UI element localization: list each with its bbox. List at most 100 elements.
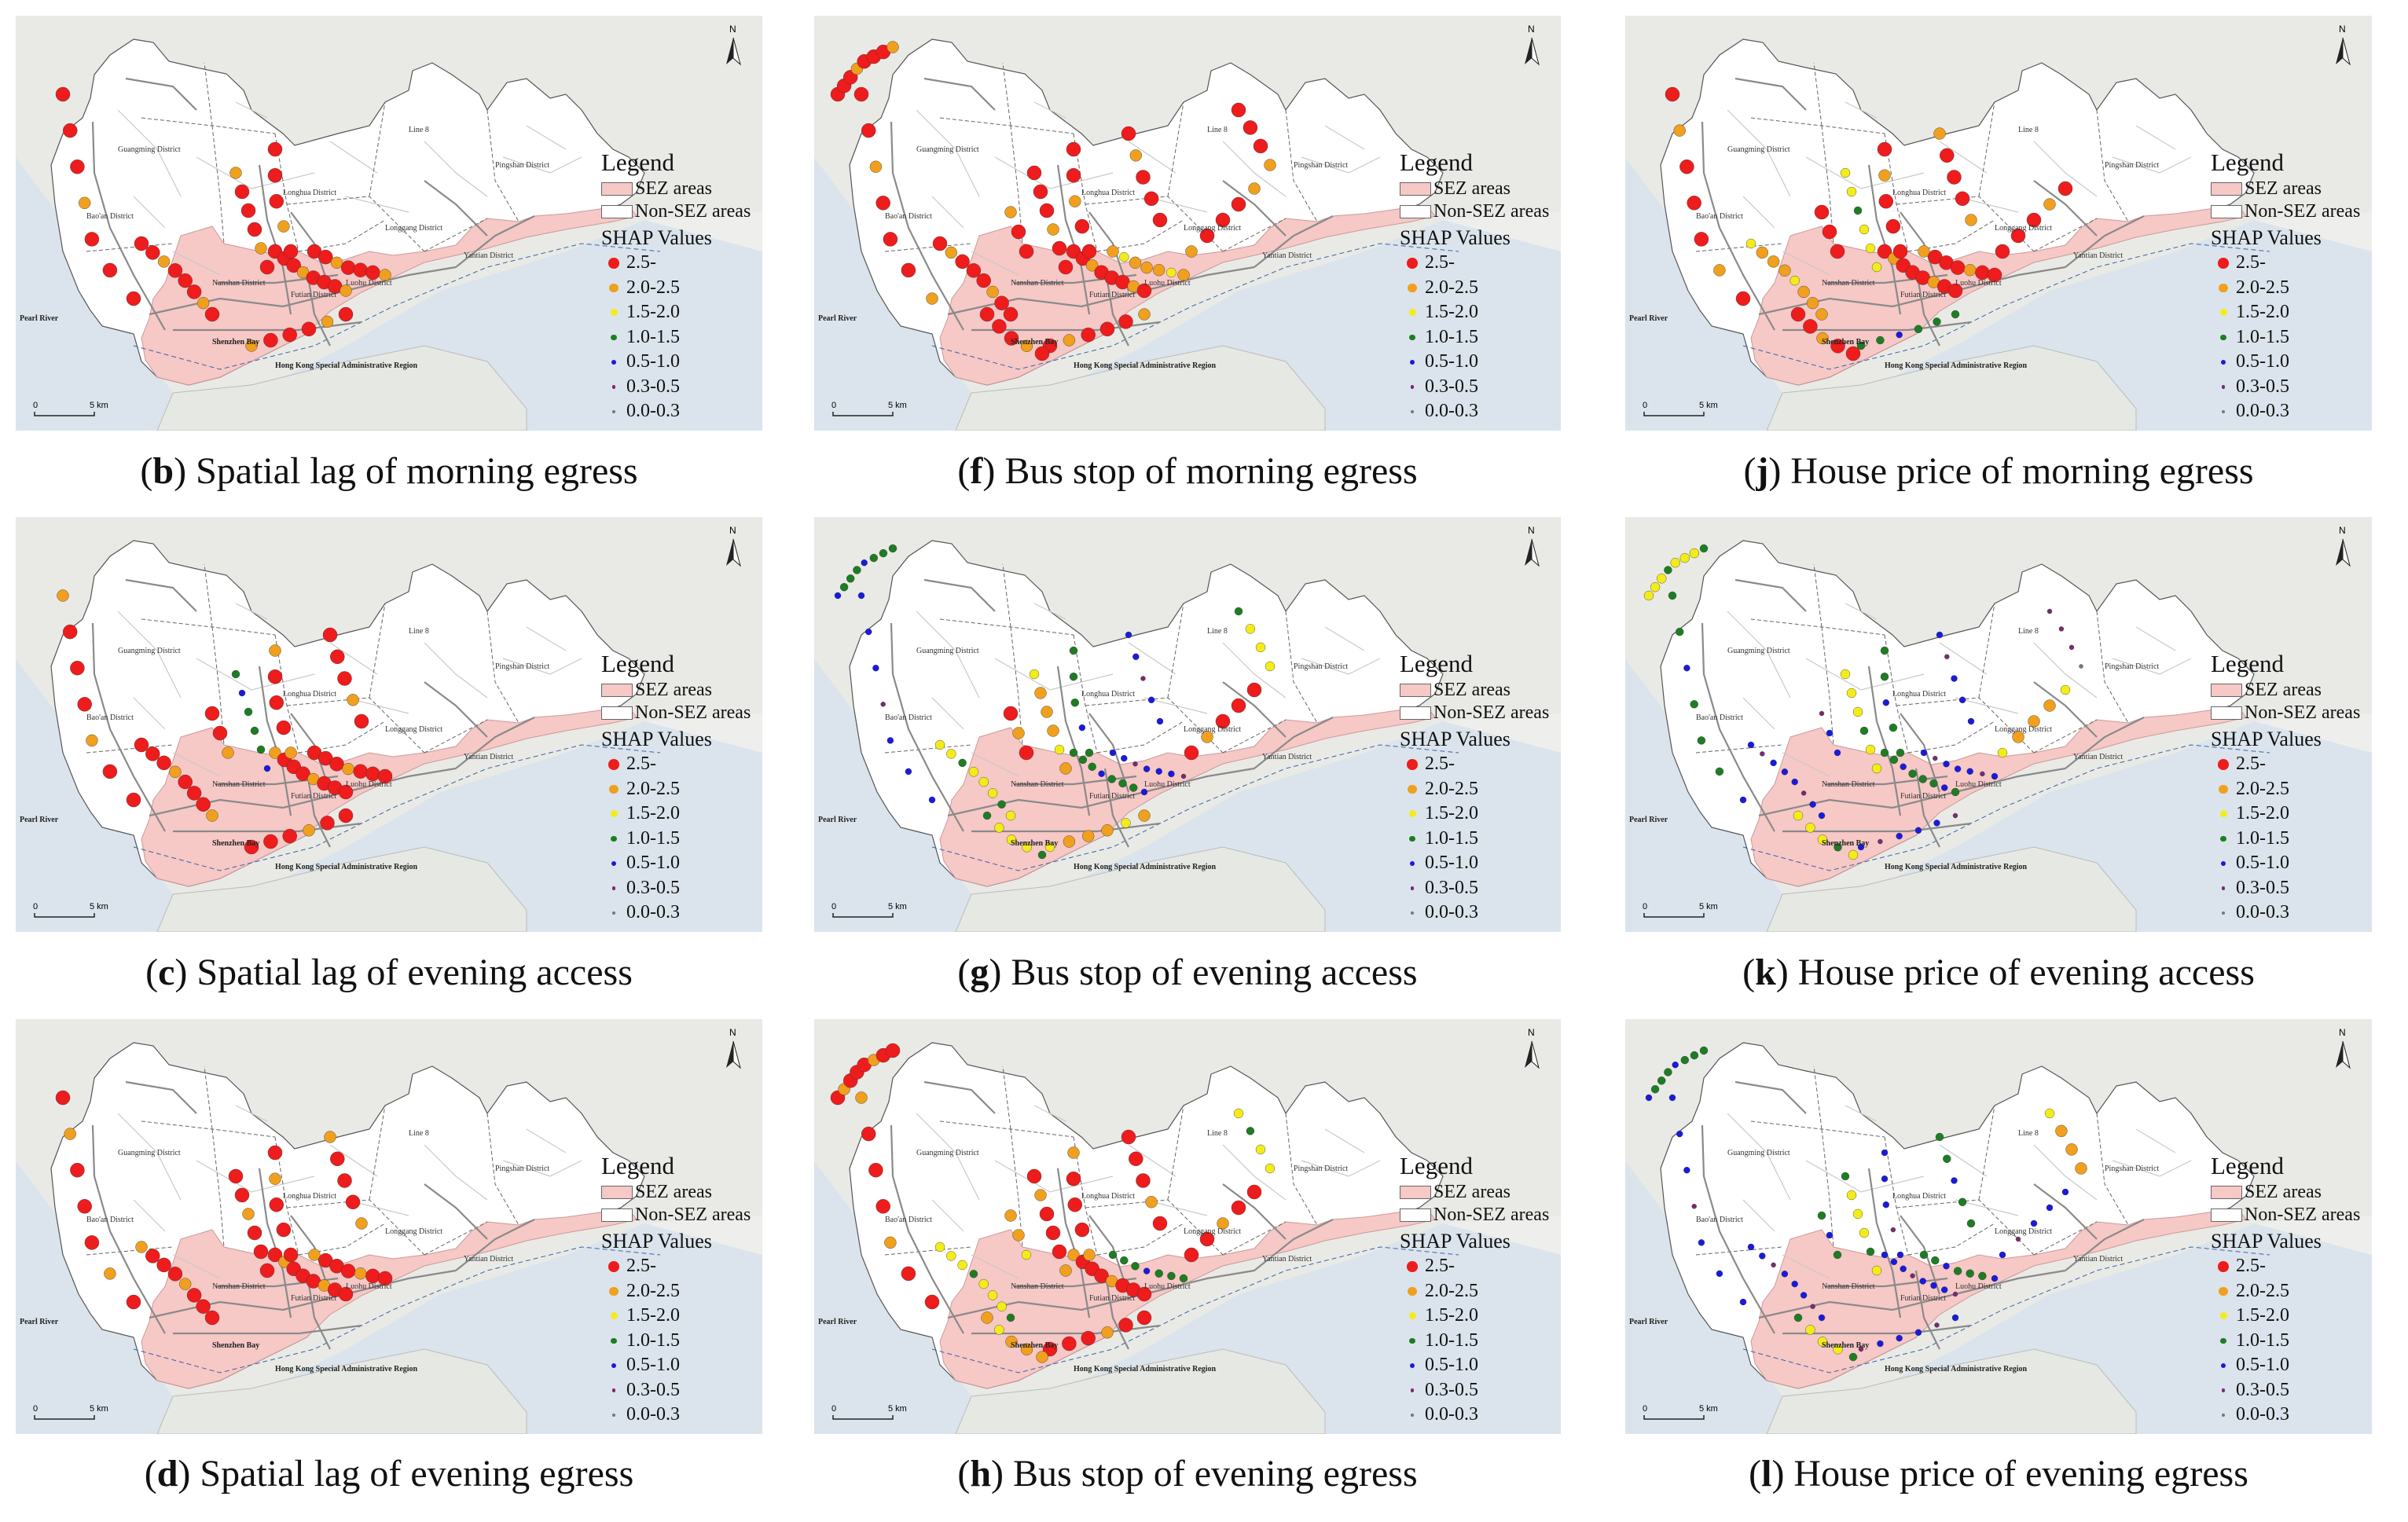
scale-zero: 0 bbox=[831, 401, 837, 410]
road bbox=[1301, 1160, 1381, 1177]
legend-dot bbox=[2222, 409, 2225, 413]
legend-dot-wrap bbox=[601, 258, 626, 269]
scale-zero: 0 bbox=[33, 1404, 39, 1414]
station-marker bbox=[1152, 212, 1168, 228]
station-marker bbox=[1034, 346, 1050, 361]
station-marker bbox=[1177, 269, 1190, 281]
station-marker bbox=[1129, 783, 1138, 792]
legend-dot-wrap bbox=[2211, 759, 2236, 770]
station-marker bbox=[957, 1260, 967, 1271]
station-marker bbox=[1672, 1062, 1679, 1069]
legend-sez-row: SEZ areas bbox=[601, 1181, 762, 1204]
legend-class-0: 2.5- bbox=[2211, 752, 2372, 777]
map-label-line: Line 8 bbox=[409, 126, 429, 134]
legend-title: Legend bbox=[601, 650, 674, 677]
station-marker bbox=[55, 1090, 71, 1106]
sar-boundary bbox=[931, 744, 1459, 871]
station-marker bbox=[968, 767, 979, 777]
legend-dot bbox=[608, 759, 619, 770]
station-marker bbox=[135, 1241, 148, 1253]
station-marker bbox=[1830, 244, 1845, 259]
district-boundary bbox=[2096, 1113, 2129, 1226]
map-label-guangming: Guangming District bbox=[1727, 647, 1790, 655]
station-marker bbox=[1771, 1262, 1776, 1268]
station-marker bbox=[1069, 646, 1078, 655]
district-boundary bbox=[369, 1105, 386, 1201]
legend-dot-wrap bbox=[601, 334, 626, 340]
map-label-nanshan: Nanshan District bbox=[1822, 279, 1875, 288]
station-marker bbox=[321, 315, 334, 328]
station-marker bbox=[126, 291, 141, 306]
station-marker bbox=[238, 689, 246, 697]
legend-dot-wrap bbox=[2211, 309, 2236, 317]
legend-class-5: 0.3-0.5 bbox=[2211, 876, 2372, 901]
station-marker bbox=[1934, 1322, 1940, 1328]
legend-dot bbox=[611, 1388, 616, 1392]
station-marker bbox=[1005, 1335, 1018, 1348]
legend-class-label: 0.0-0.3 bbox=[1425, 401, 1478, 421]
legend: Legend SEZ areas Non-SEZ areas SHAP Values 2… bbox=[601, 1151, 762, 1428]
legend-class-4: 0.5-1.0 bbox=[2211, 350, 2372, 375]
station-marker bbox=[1118, 779, 1127, 788]
legend-dot bbox=[2220, 835, 2226, 842]
station-marker bbox=[1997, 747, 2008, 758]
road bbox=[1782, 251, 1830, 276]
station-marker bbox=[1991, 772, 1999, 780]
non-sez-label: Non-SEZ areas bbox=[635, 1205, 751, 1225]
road bbox=[502, 1160, 582, 1177]
north-arrow-icon bbox=[1525, 37, 1540, 66]
station-marker bbox=[1026, 1168, 1042, 1184]
hong-kong-area bbox=[955, 846, 1326, 932]
metro-line bbox=[125, 1080, 197, 1114]
metro-line bbox=[424, 180, 488, 237]
metro-line bbox=[290, 1215, 332, 1295]
station-marker bbox=[1180, 773, 1187, 779]
map-canvas bbox=[1625, 1019, 2372, 1434]
station-marker bbox=[976, 273, 991, 288]
station-marker bbox=[2079, 664, 2083, 669]
legend-dot bbox=[612, 409, 615, 413]
sar-boundary bbox=[931, 243, 1459, 370]
station-marker bbox=[1063, 334, 1076, 347]
legend-dot-wrap bbox=[1400, 359, 1425, 365]
legend-dot bbox=[2219, 810, 2227, 818]
map-label-hong_kong: Hong Kong Special Administrative Region bbox=[1074, 863, 1217, 871]
station-marker bbox=[1067, 1249, 1080, 1261]
station-marker bbox=[1082, 830, 1095, 842]
station-marker bbox=[1006, 1313, 1015, 1322]
station-marker bbox=[212, 725, 228, 741]
station-marker bbox=[62, 123, 78, 138]
map-canvas bbox=[1625, 16, 2372, 431]
non-sez-swatch bbox=[1400, 205, 1431, 218]
station-marker bbox=[1936, 631, 1944, 639]
sez-label: SEZ areas bbox=[2245, 178, 2322, 199]
sez-label: SEZ areas bbox=[635, 1182, 712, 1202]
road bbox=[526, 125, 567, 150]
road bbox=[1742, 697, 1775, 730]
station-marker bbox=[884, 1236, 897, 1249]
station-marker bbox=[1877, 141, 1892, 157]
legend-dot bbox=[1410, 359, 1415, 365]
legend-dot-wrap bbox=[1400, 835, 1425, 842]
legend-class-3: 1.0-1.5 bbox=[601, 1329, 762, 1354]
station-marker bbox=[78, 196, 91, 210]
shap-title: SHAP Values bbox=[601, 226, 712, 249]
map-label-shenzhen_bay: Shenzhen Bay bbox=[212, 338, 260, 347]
metro-line bbox=[424, 1183, 488, 1240]
station-marker bbox=[1880, 748, 1889, 757]
station-marker bbox=[997, 800, 1006, 809]
district-boundary bbox=[204, 62, 213, 127]
station-marker bbox=[1011, 224, 1026, 240]
station-marker bbox=[295, 766, 310, 781]
station-marker bbox=[1136, 1310, 1152, 1326]
legend-class-0: 2.5- bbox=[1400, 251, 1561, 276]
station-marker bbox=[955, 254, 970, 270]
station-marker bbox=[1140, 788, 1148, 796]
station-marker bbox=[269, 1172, 281, 1185]
station-marker bbox=[342, 762, 354, 776]
legend-dot-wrap bbox=[1400, 1337, 1425, 1344]
station-marker bbox=[70, 159, 85, 174]
district-boundary bbox=[1167, 101, 1184, 197]
station-marker bbox=[1834, 749, 1841, 757]
sez-swatch bbox=[2211, 1186, 2242, 1199]
